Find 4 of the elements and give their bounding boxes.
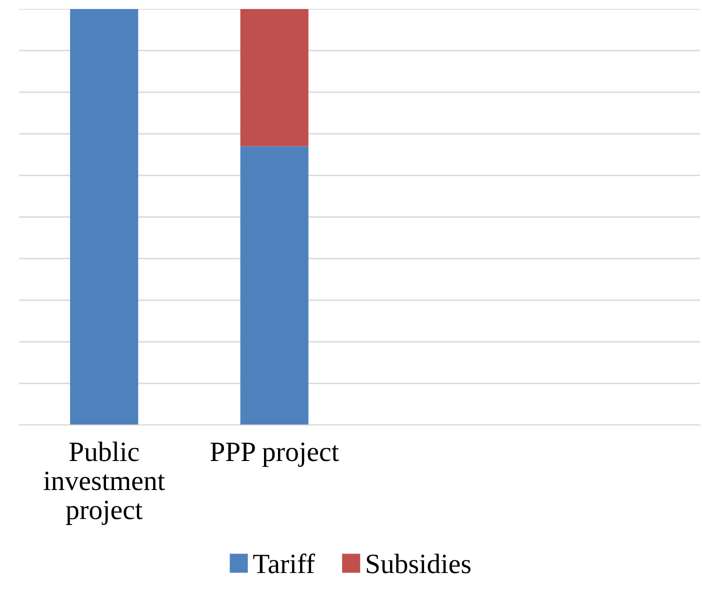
legend-label: Tariff bbox=[253, 553, 316, 574]
x-tick-label: PPP project bbox=[210, 442, 339, 467]
legend-label: Subsidies bbox=[366, 554, 471, 574]
x-tick-label: Public investment project bbox=[44, 442, 165, 525]
